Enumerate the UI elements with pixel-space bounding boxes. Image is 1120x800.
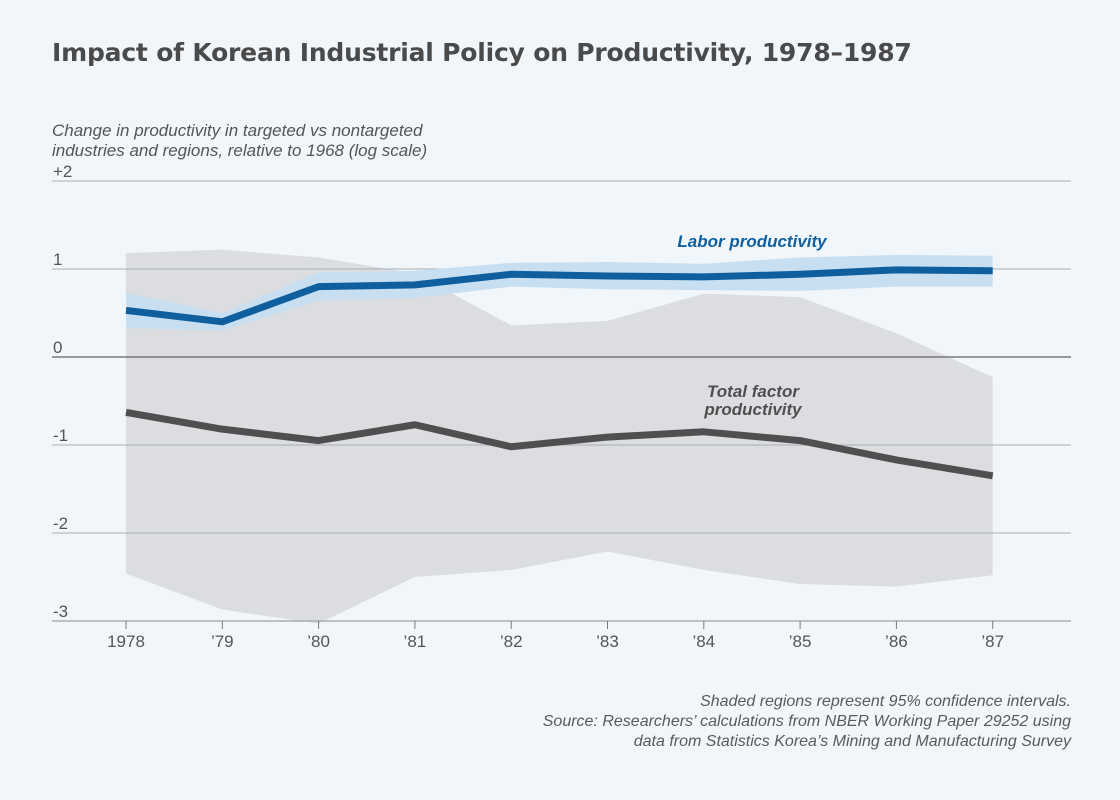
x-tick-label: 1978 <box>107 632 145 651</box>
y-tick-label: 1 <box>53 250 62 269</box>
series-label-total-factor-productivity: Total factor <box>707 382 800 401</box>
x-tick-label: ’87 <box>981 632 1004 651</box>
x-tick-label: ’81 <box>404 632 427 651</box>
x-tick-label: ’84 <box>692 632 715 651</box>
source-note: Shaded regions represent 95% confidence … <box>543 692 1071 752</box>
x-tick-label: ’82 <box>500 632 523 651</box>
x-tick-label: ’83 <box>596 632 619 651</box>
y-tick-label: +2 <box>53 162 72 181</box>
source-line-1: Shaded regions represent 95% confidence … <box>700 693 1071 710</box>
source-line-2: Source: Researchers’ calculations from N… <box>542 713 1071 730</box>
x-tick-label: ’85 <box>789 632 812 651</box>
y-tick-label: -3 <box>53 602 68 621</box>
confidence-band-total-factor-productivity <box>126 249 993 624</box>
y-axis-label: Change in productivity in targeted vs no… <box>52 121 572 161</box>
y-axis-label-line-1: Change in productivity in targeted vs no… <box>52 121 423 140</box>
y-tick-label: 0 <box>53 338 62 357</box>
x-tick-label: ’80 <box>307 632 330 651</box>
series-label-total-factor-productivity: productivity <box>703 400 803 419</box>
y-tick-label: -2 <box>53 514 68 533</box>
source-line-3: data from Statistics Korea’s Mining and … <box>633 733 1071 750</box>
series-line-labor-productivity <box>125 266 993 326</box>
y-axis-label-line-2: industries and regions, relative to 1968… <box>52 141 428 160</box>
series-line-total-factor-productivity <box>125 408 994 480</box>
x-tick-label: ’86 <box>885 632 908 651</box>
x-tick-label: ’79 <box>211 632 234 651</box>
series-label-labor-productivity: Labor productivity <box>677 232 828 251</box>
chart-title: Impact of Korean Industrial Policy on Pr… <box>52 38 912 67</box>
y-tick-label: -1 <box>53 426 68 445</box>
